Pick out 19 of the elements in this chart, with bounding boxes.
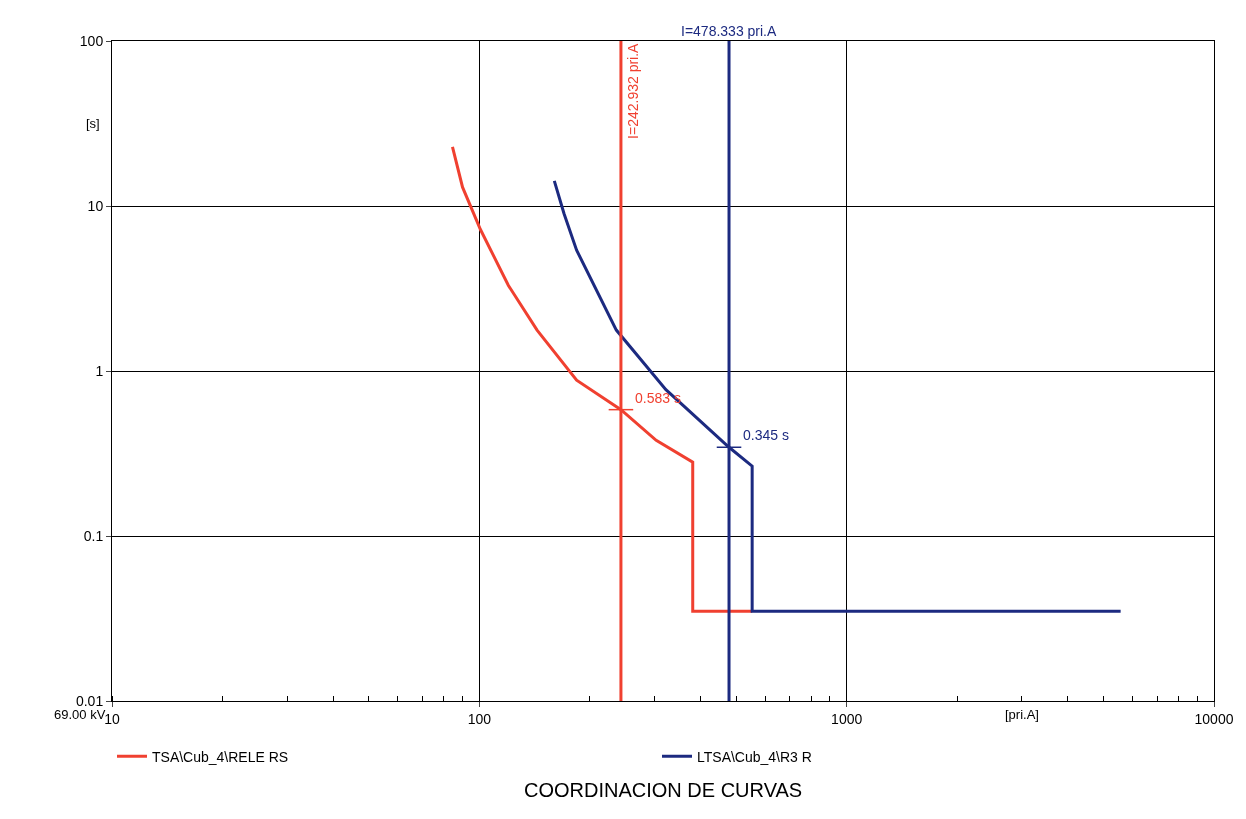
x-tick-label: 1000	[831, 710, 863, 727]
text: COORDINACION DE CURVAS	[524, 779, 803, 801]
x-tick-label: 100	[467, 710, 492, 727]
x-tick-label: 10	[104, 710, 120, 727]
ref-line-label: I=242.932 pri.A	[624, 42, 641, 139]
legend-label: TSA\Cub_4\RELE RS	[152, 748, 289, 765]
x-axis-title: [pri.A]	[1005, 707, 1039, 722]
y-tick-label: 0.01	[75, 692, 104, 709]
annotation: 0.583 s	[635, 390, 681, 406]
y-tick-label: 1	[95, 362, 104, 379]
annotation: 0.345 s	[743, 427, 789, 443]
y-tick-label: 10	[87, 197, 104, 214]
text: 69.00 kV	[54, 707, 106, 722]
y-tick-label: 100	[79, 32, 104, 49]
y-tick-label: 0.1	[83, 527, 104, 544]
y-axis-title: [s]	[86, 116, 100, 131]
x-tick-label: 10000	[1194, 710, 1234, 727]
ref-line-label: I=478.333 pri.A	[681, 23, 778, 39]
legend-label: LTSA\Cub_4\R3 R	[697, 748, 812, 765]
